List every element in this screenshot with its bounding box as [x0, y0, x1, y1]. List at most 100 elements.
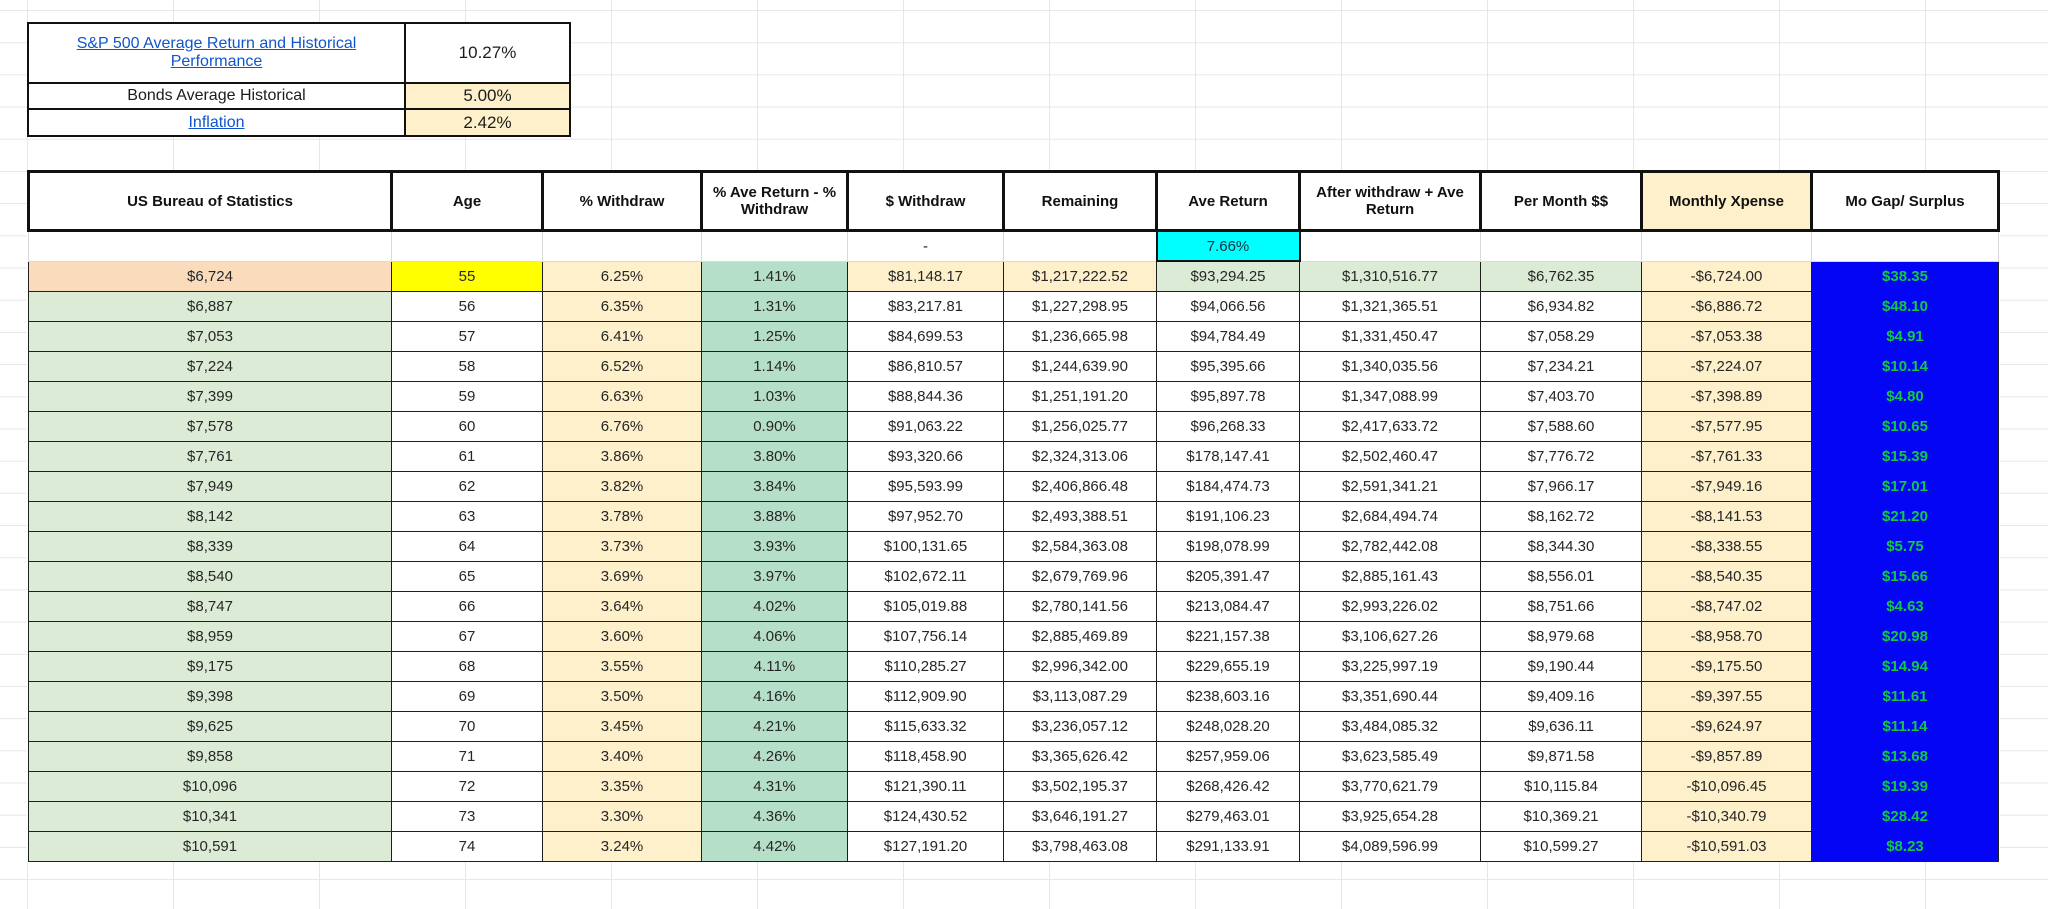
- header-remaining[interactable]: Remaining: [1002, 170, 1158, 232]
- cell-bos[interactable]: $9,175: [28, 651, 392, 682]
- empty-cell[interactable]: [1003, 230, 1157, 262]
- cell-after[interactable]: $4,089,596.99: [1299, 831, 1481, 862]
- cell-bos[interactable]: $8,142: [28, 501, 392, 532]
- cell-rem[interactable]: $3,113,087.29: [1003, 681, 1157, 712]
- cell-wpct[interactable]: 3.24%: [542, 831, 702, 862]
- cell-mx[interactable]: -$8,540.35: [1641, 561, 1812, 592]
- cell-rem[interactable]: $1,244,639.90: [1003, 351, 1157, 382]
- cell-age[interactable]: 70: [391, 711, 543, 742]
- cell-rem[interactable]: $1,256,025.77: [1003, 411, 1157, 442]
- cell-aver[interactable]: $205,391.47: [1156, 561, 1300, 592]
- cell-rem[interactable]: $2,584,363.08: [1003, 531, 1157, 562]
- cell-wpct[interactable]: 3.30%: [542, 801, 702, 832]
- cell-mx[interactable]: -$10,591.03: [1641, 831, 1812, 862]
- header-dollar-withdraw[interactable]: $ Withdraw: [846, 170, 1005, 232]
- cell-aver[interactable]: $191,106.23: [1156, 501, 1300, 532]
- cell-aver[interactable]: $93,294.25: [1156, 260, 1300, 292]
- cell-wdr[interactable]: $112,909.90: [847, 681, 1004, 712]
- cell-rem[interactable]: $2,406,866.48: [1003, 471, 1157, 502]
- sp500-link[interactable]: S&P 500 Average Return and Historical Pe…: [76, 35, 357, 70]
- cell-aver[interactable]: $279,463.01: [1156, 801, 1300, 832]
- cell-mx[interactable]: -$7,398.89: [1641, 381, 1812, 412]
- cell-avewpct[interactable]: 3.88%: [701, 501, 848, 532]
- cell-age[interactable]: 55: [391, 260, 543, 292]
- cell-after[interactable]: $2,885,161.43: [1299, 561, 1481, 592]
- cell-gap[interactable]: $5.75: [1811, 531, 1999, 562]
- cell-rem[interactable]: $2,679,769.96: [1003, 561, 1157, 592]
- cell-rem[interactable]: $2,493,388.51: [1003, 501, 1157, 532]
- cell-aver[interactable]: $94,066.56: [1156, 291, 1300, 322]
- cell-avewpct[interactable]: 1.31%: [701, 291, 848, 322]
- cell-pm[interactable]: $7,058.29: [1480, 321, 1642, 352]
- cell-bos[interactable]: $6,724: [28, 260, 392, 292]
- cell-age[interactable]: 71: [391, 741, 543, 772]
- cell-avewpct[interactable]: 1.03%: [701, 381, 848, 412]
- cell-gap[interactable]: $14.94: [1811, 651, 1999, 682]
- header-per-month[interactable]: Per Month $$: [1479, 170, 1643, 232]
- cell-bos[interactable]: $9,398: [28, 681, 392, 712]
- header-mo-gap-surplus[interactable]: Mo Gap/ Surplus: [1810, 170, 2000, 232]
- cell-after[interactable]: $2,591,341.21: [1299, 471, 1481, 502]
- cell-age[interactable]: 67: [391, 621, 543, 652]
- cell-wpct[interactable]: 3.55%: [542, 651, 702, 682]
- cell-age[interactable]: 73: [391, 801, 543, 832]
- cell-mx[interactable]: -$8,747.02: [1641, 591, 1812, 622]
- cell-wdr[interactable]: $110,285.27: [847, 651, 1004, 682]
- cell-pm[interactable]: $8,162.72: [1480, 501, 1642, 532]
- cell-aver[interactable]: $94,784.49: [1156, 321, 1300, 352]
- cell-bos[interactable]: $7,053: [28, 321, 392, 352]
- cell-age[interactable]: 63: [391, 501, 543, 532]
- cell-mx[interactable]: -$8,141.53: [1641, 501, 1812, 532]
- cell-mx[interactable]: -$9,397.55: [1641, 681, 1812, 712]
- cell-wdr[interactable]: $118,458.90: [847, 741, 1004, 772]
- cell-wdr[interactable]: $121,390.11: [847, 771, 1004, 802]
- cell-after[interactable]: $2,782,442.08: [1299, 531, 1481, 562]
- cell-mx[interactable]: -$6,724.00: [1641, 260, 1812, 292]
- cell-pm[interactable]: $6,934.82: [1480, 291, 1642, 322]
- header-monthly-xpense[interactable]: Monthly Xpense: [1640, 170, 1813, 232]
- cell-gap[interactable]: $10.14: [1811, 351, 1999, 382]
- cell-rem[interactable]: $1,217,222.52: [1003, 260, 1157, 292]
- cell-after[interactable]: $1,340,035.56: [1299, 351, 1481, 382]
- cell-after[interactable]: $1,331,450.47: [1299, 321, 1481, 352]
- cell-wdr[interactable]: $105,019.88: [847, 591, 1004, 622]
- cell-pm[interactable]: $9,190.44: [1480, 651, 1642, 682]
- header-ave-minus-withdraw[interactable]: % Ave Return - % Withdraw: [700, 170, 849, 232]
- cell-bos[interactable]: $9,625: [28, 711, 392, 742]
- cell-bos[interactable]: $7,224: [28, 351, 392, 382]
- cell-wpct[interactable]: 3.86%: [542, 441, 702, 472]
- cell-after[interactable]: $1,347,088.99: [1299, 381, 1481, 412]
- cell-bos[interactable]: $7,949: [28, 471, 392, 502]
- cell-mx[interactable]: -$10,340.79: [1641, 801, 1812, 832]
- cell-after[interactable]: $1,310,516.77: [1299, 260, 1481, 292]
- cell-age[interactable]: 59: [391, 381, 543, 412]
- cell-after[interactable]: $3,225,997.19: [1299, 651, 1481, 682]
- cell-wpct[interactable]: 3.45%: [542, 711, 702, 742]
- cell-age[interactable]: 64: [391, 531, 543, 562]
- cell-pm[interactable]: $9,409.16: [1480, 681, 1642, 712]
- cell-rem[interactable]: $1,251,191.20: [1003, 381, 1157, 412]
- cell-wdr[interactable]: $83,217.81: [847, 291, 1004, 322]
- cell-gap[interactable]: $11.14: [1811, 711, 1999, 742]
- header-ave-return[interactable]: Ave Return: [1155, 170, 1301, 232]
- cell-wpct[interactable]: 3.64%: [542, 591, 702, 622]
- sp500-rate-cell[interactable]: 10.27%: [404, 22, 571, 84]
- empty-cell[interactable]: [1480, 230, 1642, 262]
- header-after-withdraw[interactable]: After withdraw + Ave Return: [1298, 170, 1482, 232]
- cell-age[interactable]: 60: [391, 411, 543, 442]
- cell-wdr[interactable]: $97,952.70: [847, 501, 1004, 532]
- cell-aver[interactable]: $198,078.99: [1156, 531, 1300, 562]
- empty-cell[interactable]: [28, 230, 392, 262]
- cell-after[interactable]: $2,993,226.02: [1299, 591, 1481, 622]
- empty-cell[interactable]: [1641, 230, 1812, 262]
- bonds-label-cell[interactable]: Bonds Average Historical: [27, 82, 406, 110]
- cell-gap[interactable]: $15.66: [1811, 561, 1999, 592]
- cell-rem[interactable]: $2,324,313.06: [1003, 441, 1157, 472]
- cell-wdr[interactable]: $93,320.66: [847, 441, 1004, 472]
- cell-pm[interactable]: $7,966.17: [1480, 471, 1642, 502]
- cell-avewpct[interactable]: 4.21%: [701, 711, 848, 742]
- cell-wpct[interactable]: 3.50%: [542, 681, 702, 712]
- cell-aver[interactable]: $221,157.38: [1156, 621, 1300, 652]
- cell-mx[interactable]: -$8,338.55: [1641, 531, 1812, 562]
- cell-wdr[interactable]: $107,756.14: [847, 621, 1004, 652]
